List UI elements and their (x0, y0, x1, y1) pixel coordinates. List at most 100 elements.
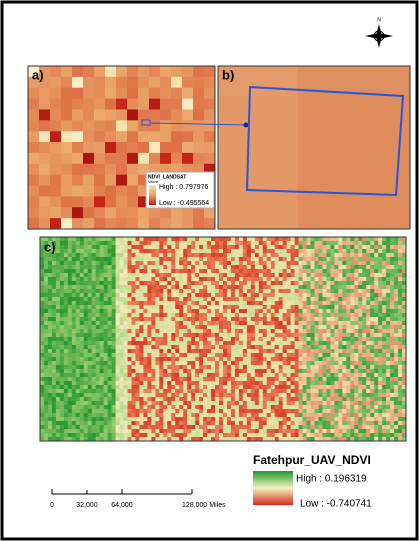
pixel (92, 289, 96, 293)
pixel (390, 285, 394, 289)
pixel (235, 285, 239, 289)
pixel (83, 207, 95, 218)
pixel (143, 357, 147, 361)
pixel (267, 269, 271, 273)
pixel (96, 237, 100, 241)
pixel (354, 349, 358, 353)
pixel (56, 261, 60, 265)
pixel (283, 361, 287, 365)
pixel (155, 357, 159, 361)
pixel (251, 345, 255, 349)
pixel (398, 313, 402, 317)
pixel (72, 321, 76, 325)
pixel (247, 401, 251, 405)
pixel (179, 237, 183, 241)
pixel (84, 405, 88, 409)
pixel (191, 305, 195, 309)
pixel (287, 269, 291, 273)
pixel (255, 393, 259, 397)
pixel (61, 207, 73, 218)
pixel (112, 253, 116, 257)
pixel (315, 289, 319, 293)
pixel (128, 341, 132, 345)
pixel (275, 365, 279, 369)
pixel (307, 373, 311, 377)
pixel (68, 305, 72, 309)
pixel (378, 281, 382, 285)
pixel (44, 285, 48, 289)
pixel (378, 289, 382, 293)
pixel (211, 301, 215, 305)
pixel (227, 329, 231, 333)
pixel (147, 301, 151, 305)
pixel (239, 281, 243, 285)
pixel (151, 333, 155, 337)
pixel (68, 301, 72, 305)
pixel (303, 413, 307, 417)
pixel (307, 377, 311, 381)
pixel (338, 381, 342, 385)
pixel (68, 313, 72, 317)
pixel (187, 253, 191, 257)
pixel (191, 321, 195, 325)
pixel (239, 365, 243, 369)
pixel (259, 385, 263, 389)
pixel (48, 345, 52, 349)
pixel (182, 109, 194, 120)
pixel (235, 325, 239, 329)
pixel (215, 341, 219, 345)
pixel (271, 329, 275, 333)
pixel (195, 413, 199, 417)
pixel (64, 405, 68, 409)
pixel (195, 317, 199, 321)
pixel (96, 309, 100, 313)
pixel (267, 325, 271, 329)
pixel (295, 269, 299, 273)
pixel (88, 425, 92, 429)
pixel (96, 417, 100, 421)
pixel (307, 309, 311, 313)
pixel (84, 429, 88, 433)
pixel (135, 329, 139, 333)
pixel (199, 257, 203, 261)
pixel (108, 349, 112, 353)
pixel (295, 265, 299, 269)
pixel (116, 273, 120, 277)
pixel (127, 164, 139, 175)
pixel (243, 265, 247, 269)
pixel (84, 389, 88, 393)
pixel (108, 369, 112, 373)
pixel (92, 317, 96, 321)
pixel (350, 369, 354, 373)
pixel (187, 305, 191, 309)
pixel (96, 265, 100, 269)
pixel (84, 245, 88, 249)
pixel (295, 409, 299, 413)
pixel (147, 317, 151, 321)
pixel (267, 321, 271, 325)
pixel (80, 405, 84, 409)
pixel (203, 357, 207, 361)
pixel (243, 397, 247, 401)
pixel (203, 413, 207, 417)
pixel (167, 433, 171, 437)
pixel (56, 277, 60, 281)
pixel (227, 417, 231, 421)
pixel (338, 245, 342, 249)
pixel (370, 433, 374, 437)
pixel (315, 309, 319, 313)
pixel (247, 389, 251, 393)
pixel (68, 421, 72, 425)
pixel (307, 293, 311, 297)
pixel (271, 297, 275, 301)
pixel (151, 293, 155, 297)
pixel (267, 337, 271, 341)
pixel (311, 313, 315, 317)
pixel (326, 301, 330, 305)
pixel (60, 317, 64, 321)
pixel (211, 325, 215, 329)
pixel (322, 309, 326, 313)
pixel (52, 277, 56, 281)
pixel (135, 333, 139, 337)
pixel (215, 409, 219, 413)
